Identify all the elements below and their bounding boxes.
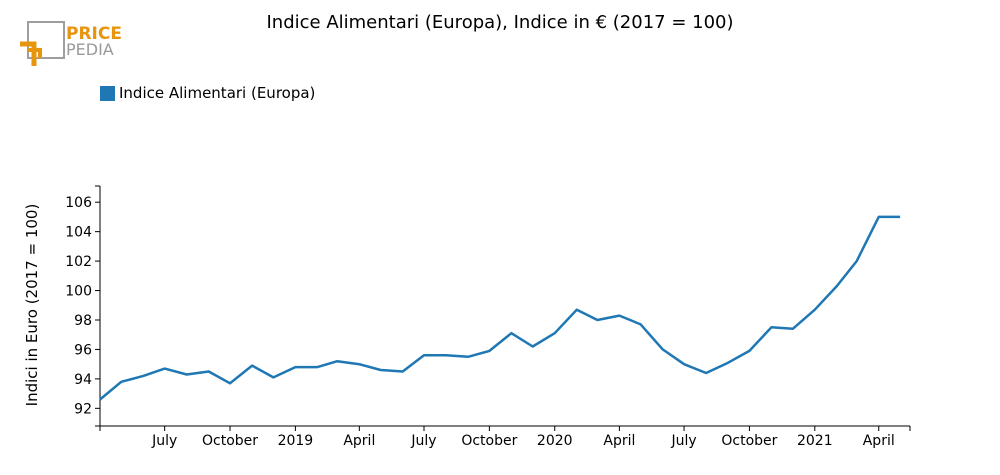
series-line-indice-alimentari <box>99 215 901 401</box>
logo-frame <box>27 21 65 59</box>
x-tick-label: April <box>863 433 895 449</box>
legend-swatch <box>100 85 115 101</box>
y-tick-label: 104 <box>65 225 92 241</box>
x-tick-label: 2020 <box>537 433 573 449</box>
y-tick-label: 94 <box>74 372 92 388</box>
legend-label: Indice Alimentari (Europa) <box>119 84 316 102</box>
chart-title: Indice Alimentari (Europa), Indice in € … <box>266 12 734 33</box>
x-tick-label: October <box>202 433 258 449</box>
chart-legend: Indice Alimentari (Europa) <box>100 84 315 102</box>
y-tick-label: 92 <box>74 401 92 417</box>
logo-text-bottom: PEDIA <box>66 40 114 59</box>
x-tick-label: April <box>603 433 635 449</box>
axes <box>95 185 911 431</box>
logo-text-top: PRICE <box>66 24 122 44</box>
x-tick-label: July <box>410 433 436 449</box>
y-axis-label: Indici in Euro (2017 = 100) <box>23 204 41 407</box>
logo-bracket-icon-inner <box>27 48 42 58</box>
logo-bracket-icon <box>20 41 37 66</box>
y-tick-label: 98 <box>74 313 92 329</box>
x-tick-label: October <box>721 433 777 449</box>
pricepedia-logo: PRICE PEDIA <box>20 21 122 66</box>
y-tick-label: 102 <box>65 254 92 270</box>
x-tick-label: October <box>461 433 517 449</box>
x-tick-label: April <box>343 433 375 449</box>
y-tick-label: 100 <box>65 284 92 300</box>
y-axis-ticks: 92 94 96 98 100 102 104 106 <box>65 195 100 417</box>
x-tick-label: July <box>151 433 177 449</box>
series-layer <box>99 215 901 401</box>
x-tick-label: 2021 <box>797 433 833 449</box>
x-tick-label: 2019 <box>278 433 314 449</box>
x-tick-label: July <box>670 433 696 449</box>
y-tick-label: 96 <box>74 342 92 358</box>
y-tick-label: 106 <box>65 195 92 211</box>
x-axis-ticks: July October 2019 April July October 2020 April… <box>151 426 895 449</box>
